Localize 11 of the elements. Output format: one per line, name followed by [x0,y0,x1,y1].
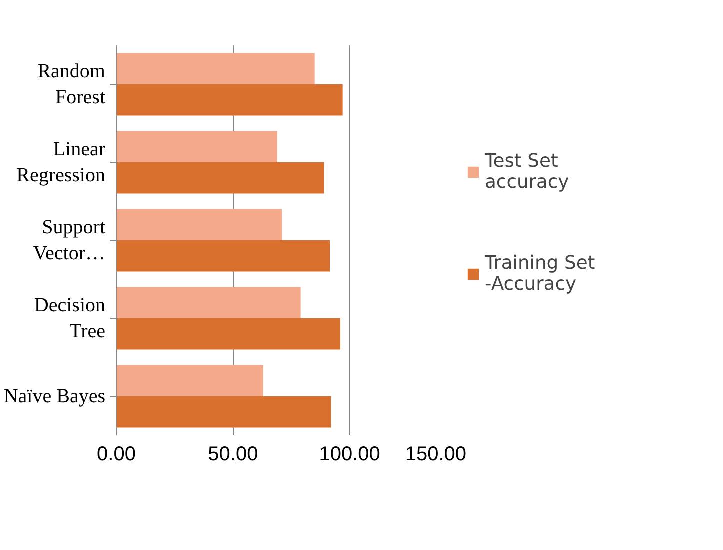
x-tick-label: 50.00 [208,444,258,466]
x-tick-label: 150.00 [405,444,466,466]
y-tick-label: Linear Regression [16,138,106,187]
legend-label: Test Set accuracy [485,151,570,193]
y-tick-label: Random Forest [38,60,106,109]
x-tick-label: 100.00 [319,444,380,466]
y-tick-label: Naïve Bayes [4,386,106,408]
y-tick-label: Support Vector… [33,216,106,265]
y-tick-label: Decision Tree [34,294,106,343]
legend-label: Training Set -Accuracy [485,253,596,295]
x-tick-label: 0.00 [97,444,136,466]
